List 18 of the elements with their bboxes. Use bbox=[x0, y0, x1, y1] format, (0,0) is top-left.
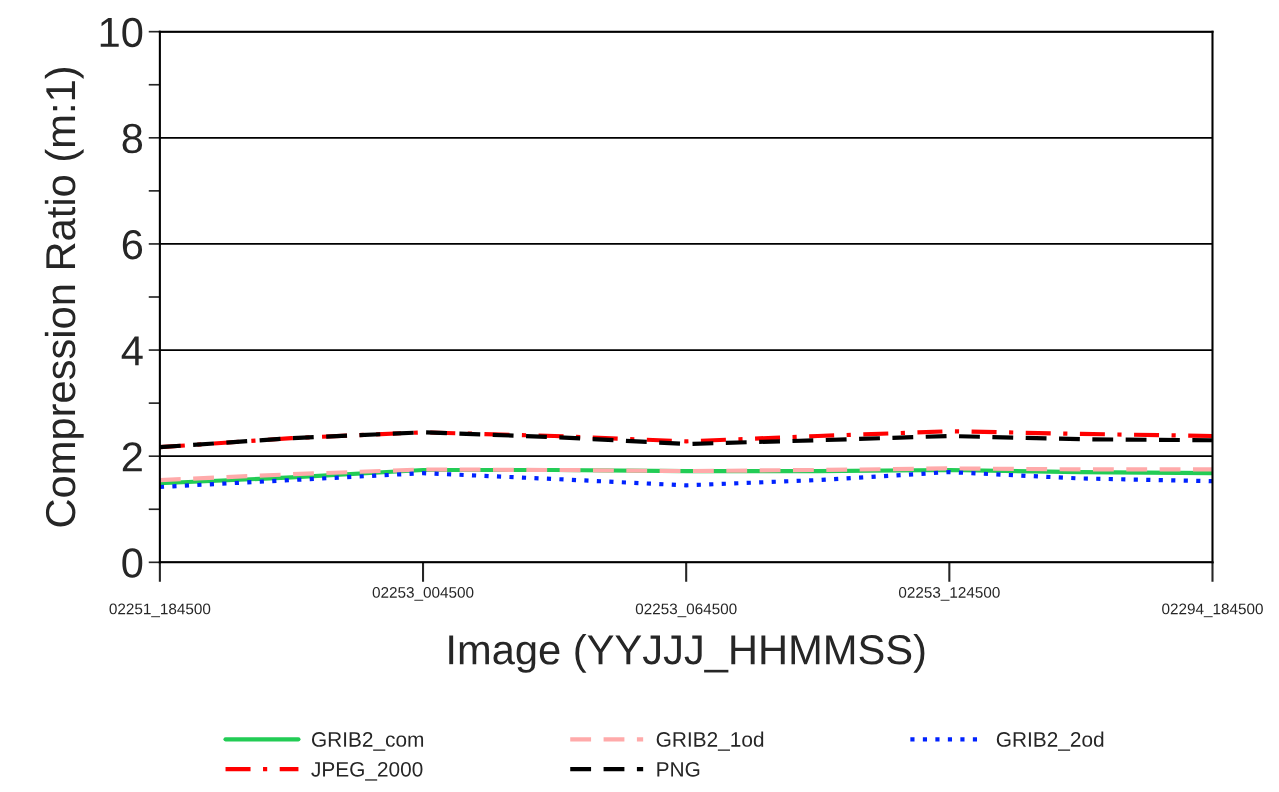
legend-label: GRIB2_1od bbox=[656, 731, 764, 751]
x-tick-label: 02253_124500 bbox=[898, 587, 1000, 601]
x-tick-label: 02251_184500 bbox=[109, 603, 211, 618]
y-tick-label: 10 bbox=[100, 17, 143, 48]
legend-label: GRIB2_com bbox=[312, 732, 424, 751]
x-tick-label: 02253_064500 bbox=[635, 603, 737, 618]
x-tick-label: 02253_004500 bbox=[372, 587, 474, 601]
y-tick-label: 2 bbox=[122, 442, 142, 472]
y-tick-label: 8 bbox=[122, 123, 143, 154]
y-axis-title: Compression Ratio (m:1) bbox=[44, 68, 84, 527]
legend-label: PNG bbox=[657, 761, 700, 777]
y-tick-label: 4 bbox=[121, 336, 143, 366]
x-axis-title: Image (YYJJJ_HHMMSS) bbox=[449, 633, 925, 673]
legend-label: JPEG_2000 bbox=[311, 761, 423, 781]
y-tick-label: 0 bbox=[122, 548, 143, 578]
legend-label: GRIB2_2od bbox=[996, 731, 1104, 751]
y-tick-label: 6 bbox=[122, 229, 143, 260]
x-tick-label: 02294_184500 bbox=[1162, 603, 1263, 618]
